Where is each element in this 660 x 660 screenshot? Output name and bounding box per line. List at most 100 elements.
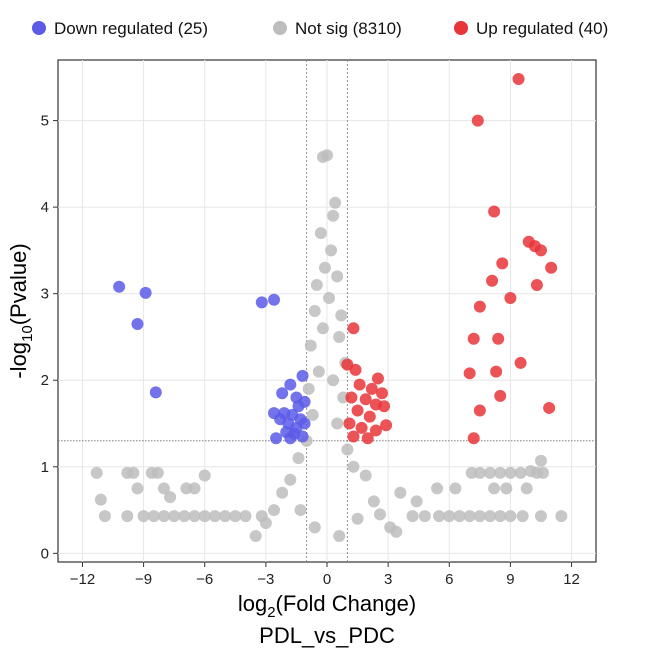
data-point xyxy=(484,510,497,523)
data-point xyxy=(276,387,289,400)
x-axis-ticks: −12 −9 −6 −3 0 3 6 9 12 xyxy=(70,562,580,588)
data-point xyxy=(351,512,364,525)
data-point xyxy=(94,493,107,506)
data-point xyxy=(276,486,289,499)
data-point xyxy=(147,510,160,523)
data-point xyxy=(308,305,321,317)
data-point xyxy=(249,530,262,543)
data-point xyxy=(355,421,368,434)
data-point xyxy=(486,274,499,287)
data-point xyxy=(473,300,486,313)
data-point xyxy=(473,510,486,523)
data-point xyxy=(351,404,364,417)
data-point xyxy=(363,410,376,423)
legend-item-down: Down regulated (25) xyxy=(32,19,208,38)
data-point xyxy=(514,466,527,479)
data-point xyxy=(268,293,281,306)
data-point xyxy=(343,417,356,430)
x-tick-label: 12 xyxy=(563,571,580,588)
data-point xyxy=(316,322,329,335)
data-point xyxy=(463,510,476,523)
data-point xyxy=(496,257,509,270)
x-tick-label: −12 xyxy=(70,571,95,588)
x-tick-label: −3 xyxy=(257,571,274,588)
data-point xyxy=(520,482,533,495)
data-point xyxy=(131,317,144,330)
y-axis-ticks: 0 1 2 3 4 5 xyxy=(41,113,58,562)
data-point xyxy=(331,417,344,430)
data-point xyxy=(157,482,170,495)
x-tick-label: 9 xyxy=(506,571,514,588)
data-point xyxy=(178,510,191,523)
data-point xyxy=(512,73,525,86)
x-tick-label: 3 xyxy=(384,571,392,588)
x-tick-label: −6 xyxy=(196,571,213,588)
data-point xyxy=(347,322,360,335)
data-point xyxy=(90,466,103,479)
data-point xyxy=(310,279,323,292)
y-axis-title: -log10(Pvalue) xyxy=(6,243,36,378)
data-point xyxy=(467,332,480,345)
legend-marker-down xyxy=(32,21,46,35)
data-point xyxy=(347,430,360,443)
y-tick-label: 1 xyxy=(41,459,49,476)
data-point xyxy=(149,386,162,399)
data-point xyxy=(371,372,384,385)
data-point xyxy=(418,510,431,523)
x-tick-label: 0 xyxy=(323,571,331,588)
data-point xyxy=(127,466,140,479)
data-point xyxy=(325,244,338,257)
data-point xyxy=(284,473,297,486)
data-point xyxy=(312,365,325,378)
threshold-lines xyxy=(58,60,596,562)
data-point xyxy=(504,292,517,305)
legend-label-not-sig: Not sig (8310) xyxy=(295,19,402,38)
data-point xyxy=(504,510,517,523)
data-point xyxy=(410,495,423,508)
data-point xyxy=(353,378,366,391)
data-point xyxy=(516,510,529,523)
data-point xyxy=(494,510,507,523)
data-point xyxy=(164,491,177,504)
data-point xyxy=(316,150,329,163)
data-point xyxy=(378,400,391,413)
data-point xyxy=(453,510,466,523)
legend-marker-up xyxy=(454,21,468,35)
data-point xyxy=(433,510,446,523)
x-axis-title: log2(Fold Change) xyxy=(238,591,416,621)
legend: Down regulated (25) Not sig (8310) Up re… xyxy=(32,19,608,38)
x-tick-label: −9 xyxy=(135,571,152,588)
data-point xyxy=(151,466,164,479)
data-point xyxy=(327,209,340,222)
data-point xyxy=(488,482,501,495)
data-point xyxy=(359,469,372,482)
data-point xyxy=(308,521,321,534)
data-point xyxy=(463,367,476,380)
data-point xyxy=(198,469,211,482)
data-point xyxy=(306,408,319,421)
data-point xyxy=(268,504,281,517)
data-point xyxy=(359,393,372,406)
data-point xyxy=(121,510,134,523)
data-point xyxy=(286,408,299,421)
legend-item-up: Up regulated (40) xyxy=(454,19,608,38)
y-tick-label: 2 xyxy=(41,372,49,389)
data-point xyxy=(208,510,221,523)
data-point xyxy=(318,261,331,274)
y-tick-label: 3 xyxy=(41,286,49,303)
data-point xyxy=(376,387,389,400)
data-point xyxy=(296,369,309,382)
legend-marker-not-sig xyxy=(273,21,287,35)
data-point xyxy=(347,460,360,473)
data-point xyxy=(534,454,547,467)
data-point xyxy=(298,395,311,408)
data-point xyxy=(530,279,543,292)
data-point xyxy=(329,196,342,209)
data-point xyxy=(514,356,527,369)
data-point xyxy=(373,508,386,521)
data-point xyxy=(314,227,327,240)
data-point xyxy=(471,114,484,127)
data-point xyxy=(467,432,480,445)
y-tick-label: 4 xyxy=(41,199,49,216)
